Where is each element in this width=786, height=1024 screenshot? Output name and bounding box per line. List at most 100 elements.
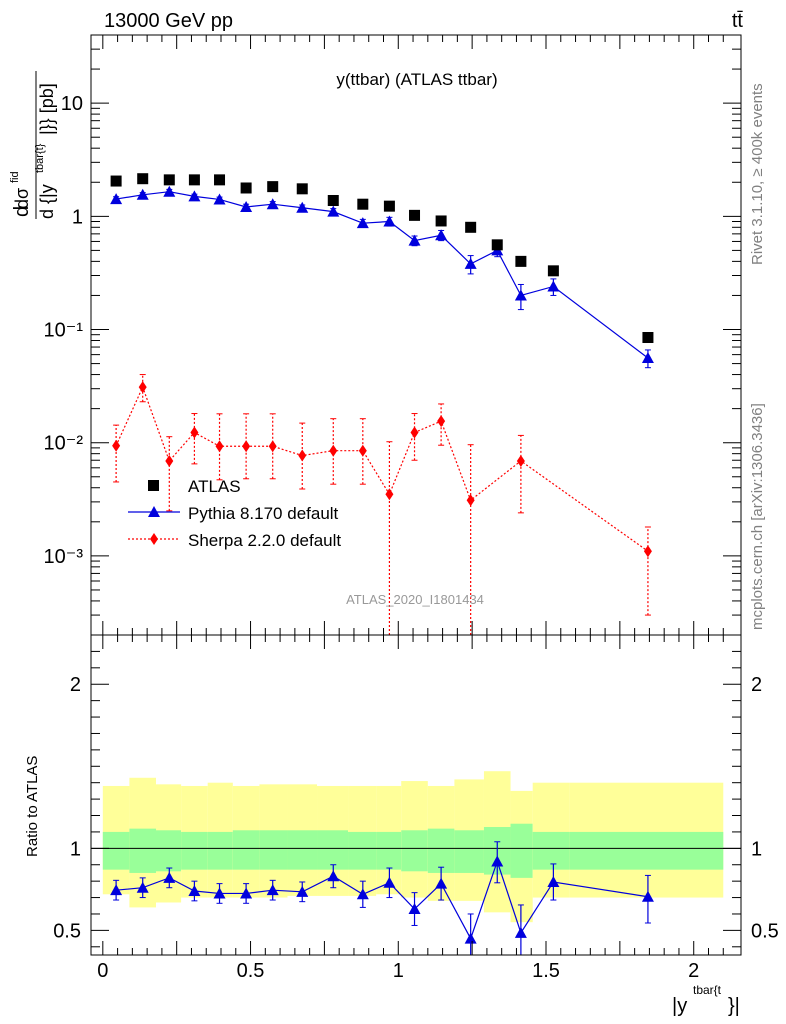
y-tick-label: 10⁻³ [44, 546, 84, 568]
y-tick-label: 10 [61, 93, 83, 115]
atlas-point [137, 173, 149, 185]
pythia-point [296, 201, 309, 213]
ylabel-sup: tbar{t} [34, 143, 46, 173]
pythia-point [136, 188, 149, 200]
atlas-point [296, 183, 308, 195]
ratio-y-tick-label-right: 0.5 [751, 920, 779, 942]
stat-uncertainty-band [532, 831, 570, 870]
xlabel-close: }| [728, 995, 740, 1017]
ratio-uncertainty-bands [91, 771, 741, 923]
stat-uncertainty-band [102, 831, 130, 870]
ratio-pythia-point [547, 875, 560, 887]
ratio-pythia-point [266, 884, 279, 896]
ratio-plot-frame [90, 634, 742, 956]
stat-uncertainty-band [376, 831, 402, 870]
stat-uncertainty-band [317, 830, 349, 870]
pythia-point [383, 215, 396, 227]
ratio-pythia-point [296, 885, 309, 897]
stat-uncertainty-band [287, 830, 318, 870]
pythia-point [110, 193, 123, 205]
ratio-pythia-line [116, 859, 649, 941]
legend-sherpa-marker [150, 533, 158, 545]
sherpa-series [112, 374, 652, 636]
ratio-ticks: 0.5 0.5 1 1 2 2 0 0.5 1 1.5 2 [53, 635, 779, 982]
sherpa-point [643, 545, 652, 558]
atlas-point [267, 181, 279, 193]
stat-uncertainty-band [232, 830, 260, 870]
header-energy-label: 13000 GeV pp [104, 10, 233, 32]
pythia-point [188, 190, 201, 202]
atlas-point [240, 182, 252, 194]
ratio-y-tick-label-right: 2 [751, 674, 762, 696]
ratio-pythia-point [514, 926, 527, 938]
atlas-point [357, 198, 369, 210]
sherpa-point [516, 454, 525, 467]
stat-uncertainty-band [401, 830, 428, 872]
xlabel-sup: tbar{t [693, 983, 722, 997]
sherpa-point [190, 426, 199, 439]
legend-pythia-marker [148, 506, 160, 517]
atlas-point [110, 175, 122, 187]
sherpa-point [215, 440, 224, 453]
ratio-pythia-point [136, 881, 149, 893]
header-process-label: tt̄ [732, 10, 744, 32]
legend-atlas-label: ATLAS [188, 477, 241, 496]
stat-uncertainty-band [259, 830, 288, 870]
atlas-point [214, 174, 226, 186]
sherpa-point [466, 494, 475, 507]
pythia-point [514, 289, 527, 301]
atlas-point [491, 239, 503, 251]
main-panel: 10⁻³ 10⁻² 10⁻¹ 1 10 y(ttbar) (ATLAS ttbar) d… [9, 34, 742, 636]
atlas-point [188, 174, 200, 186]
ratio-pythia-point [435, 877, 448, 889]
atlas-point [383, 200, 395, 212]
ylabel-dsigma: dσ [12, 188, 32, 209]
ratio-y-tick-label-left: 0.5 [53, 920, 81, 942]
ylabel-fid: fid [9, 171, 21, 183]
x-axis-label: |y tbar{t }| [672, 983, 740, 1017]
ratio-pythia-point [213, 887, 226, 899]
x-tick-label: 2 [688, 960, 699, 982]
stat-uncertainty-band [207, 831, 233, 870]
x-tick-label: 0 [97, 960, 108, 982]
ratio-pythia-point [491, 855, 504, 867]
ratio-panel: 0.5 0.5 1 1 2 2 0 0.5 1 1.5 2 Ratio to ATLAS |y tb… [24, 634, 779, 1017]
atlas-point [435, 215, 447, 227]
atlas-point [327, 194, 339, 206]
legend-sherpa-label: Sherpa 2.2.0 default [188, 531, 341, 550]
stat-uncertainty-band [156, 830, 182, 872]
ratio-y-axis-label: Ratio to ATLAS [24, 756, 41, 857]
x-tick-label: 0.5 [237, 960, 265, 982]
stat-uncertainty-band [348, 831, 377, 870]
atlas-point [465, 221, 477, 233]
xlabel-base: |y [672, 995, 687, 1017]
ratio-y-tick-label-left: 1 [70, 838, 81, 860]
pythia-point [327, 205, 340, 217]
stat-uncertainty-band [129, 828, 156, 873]
rivet-version-label: Rivet 3.1.10, ≥ 400k events [749, 83, 766, 265]
ratio-pythia-point [327, 870, 340, 882]
sherpa-point [138, 381, 147, 394]
stat-uncertainty-band [510, 823, 533, 878]
pythia-line [116, 191, 649, 359]
ratio-pythia-point [356, 888, 369, 900]
pythia-point [240, 200, 253, 212]
pythia-point [435, 229, 448, 241]
stat-uncertainty-band [427, 828, 455, 873]
atlas-point [642, 332, 654, 344]
pythia-point [408, 234, 421, 246]
atlas-series [110, 173, 654, 344]
pythia-point [547, 280, 560, 292]
legend-pythia-label: Pythia 8.170 default [188, 504, 339, 523]
main-y-axis-label: d dσ fid d {|y tbar{t} |}} [pb] [9, 71, 57, 219]
pythia-point [641, 352, 654, 364]
sherpa-point [165, 454, 174, 467]
pythia-point [163, 185, 176, 197]
stat-uncertainty-band [454, 830, 484, 873]
atlas-point [409, 209, 421, 221]
sherpa-point [358, 444, 367, 457]
ylabel-denominator: d {|y [37, 184, 57, 219]
ratio-y-tick-label-left: 2 [70, 674, 81, 696]
sherpa-point [329, 444, 338, 457]
